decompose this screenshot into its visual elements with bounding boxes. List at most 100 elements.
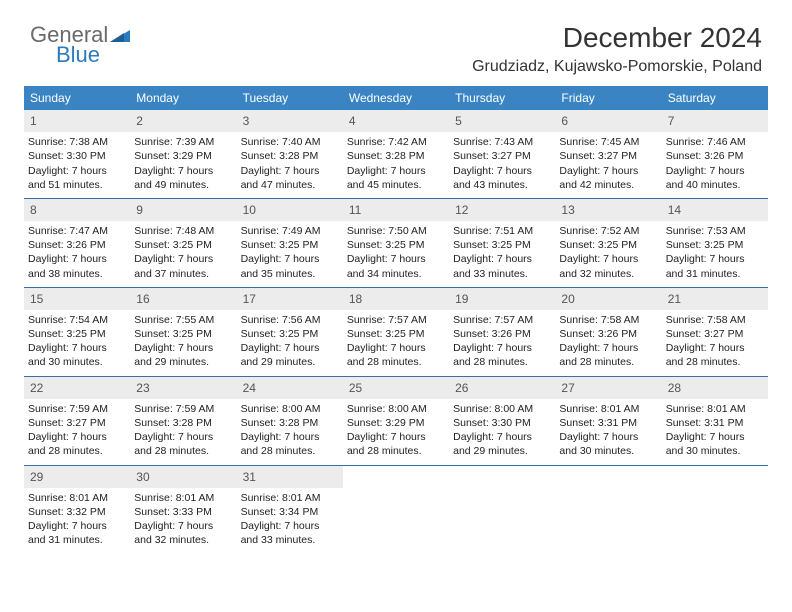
sunrise-text: Sunrise: 7:52 AM [559,224,657,238]
day-body [662,488,768,497]
calendar-week-row: 22Sunrise: 7:59 AMSunset: 3:27 PMDayligh… [24,376,768,465]
calendar-day-cell [343,466,449,554]
sunrise-text: Sunrise: 8:01 AM [134,491,232,505]
day-header: Sunday [24,86,130,110]
day-number: 14 [662,199,768,221]
calendar-day-cell: 9Sunrise: 7:48 AMSunset: 3:25 PMDaylight… [130,199,236,287]
calendar-day-cell: 18Sunrise: 7:57 AMSunset: 3:25 PMDayligh… [343,288,449,376]
day-body: Sunrise: 7:56 AMSunset: 3:25 PMDaylight:… [237,310,343,376]
sunset-text: Sunset: 3:27 PM [28,416,126,430]
day-body: Sunrise: 7:38 AMSunset: 3:30 PMDaylight:… [24,132,130,198]
day-header: Wednesday [343,86,449,110]
sunset-text: Sunset: 3:31 PM [666,416,764,430]
day-number: 19 [449,288,555,310]
calendar-day-cell: 3Sunrise: 7:40 AMSunset: 3:28 PMDaylight… [237,110,343,198]
day-header: Tuesday [237,86,343,110]
daylight-text: Daylight: 7 hours and 49 minutes. [134,164,232,192]
sunrise-text: Sunrise: 7:45 AM [559,135,657,149]
day-body: Sunrise: 8:00 AMSunset: 3:30 PMDaylight:… [449,399,555,465]
day-body: Sunrise: 8:01 AMSunset: 3:31 PMDaylight:… [555,399,661,465]
sunrise-text: Sunrise: 7:49 AM [241,224,339,238]
logo-arrow-icon [110,28,130,42]
calendar-week-row: 1Sunrise: 7:38 AMSunset: 3:30 PMDaylight… [24,110,768,198]
daylight-text: Daylight: 7 hours and 31 minutes. [666,252,764,280]
daylight-text: Daylight: 7 hours and 33 minutes. [453,252,551,280]
day-number: 20 [555,288,661,310]
daylight-text: Daylight: 7 hours and 33 minutes. [241,519,339,547]
daylight-text: Daylight: 7 hours and 42 minutes. [559,164,657,192]
daylight-text: Daylight: 7 hours and 28 minutes. [241,430,339,458]
day-number [449,466,555,488]
day-number: 7 [662,110,768,132]
day-number: 25 [343,377,449,399]
day-number: 6 [555,110,661,132]
sunrise-text: Sunrise: 8:00 AM [347,402,445,416]
sunrise-text: Sunrise: 8:00 AM [453,402,551,416]
calendar-day-cell: 24Sunrise: 8:00 AMSunset: 3:28 PMDayligh… [237,377,343,465]
page-subtitle: Grudziadz, Kujawsko-Pomorskie, Poland [472,58,762,76]
day-body: Sunrise: 8:00 AMSunset: 3:29 PMDaylight:… [343,399,449,465]
calendar-day-cell: 13Sunrise: 7:52 AMSunset: 3:25 PMDayligh… [555,199,661,287]
daylight-text: Daylight: 7 hours and 34 minutes. [347,252,445,280]
calendar-day-cell: 21Sunrise: 7:58 AMSunset: 3:27 PMDayligh… [662,288,768,376]
sunrise-text: Sunrise: 8:01 AM [559,402,657,416]
day-number: 29 [24,466,130,488]
calendar-day-cell: 19Sunrise: 7:57 AMSunset: 3:26 PMDayligh… [449,288,555,376]
day-body: Sunrise: 7:46 AMSunset: 3:26 PMDaylight:… [662,132,768,198]
day-body: Sunrise: 7:57 AMSunset: 3:25 PMDaylight:… [343,310,449,376]
day-body: Sunrise: 7:42 AMSunset: 3:28 PMDaylight:… [343,132,449,198]
calendar-day-cell [555,466,661,554]
sunset-text: Sunset: 3:30 PM [453,416,551,430]
daylight-text: Daylight: 7 hours and 30 minutes. [666,430,764,458]
day-number: 27 [555,377,661,399]
sunset-text: Sunset: 3:25 PM [347,327,445,341]
daylight-text: Daylight: 7 hours and 29 minutes. [453,430,551,458]
calendar-day-cell: 28Sunrise: 8:01 AMSunset: 3:31 PMDayligh… [662,377,768,465]
sunset-text: Sunset: 3:25 PM [134,327,232,341]
sunset-text: Sunset: 3:25 PM [666,238,764,252]
daylight-text: Daylight: 7 hours and 28 minutes. [347,430,445,458]
calendar-day-cell [449,466,555,554]
calendar-day-cell: 10Sunrise: 7:49 AMSunset: 3:25 PMDayligh… [237,199,343,287]
sunrise-text: Sunrise: 7:42 AM [347,135,445,149]
sunrise-text: Sunrise: 7:54 AM [28,313,126,327]
calendar-day-cell: 15Sunrise: 7:54 AMSunset: 3:25 PMDayligh… [24,288,130,376]
day-number [555,466,661,488]
day-number: 12 [449,199,555,221]
day-body: Sunrise: 7:39 AMSunset: 3:29 PMDaylight:… [130,132,236,198]
day-number: 28 [662,377,768,399]
daylight-text: Daylight: 7 hours and 40 minutes. [666,164,764,192]
day-number: 3 [237,110,343,132]
calendar-day-cell: 17Sunrise: 7:56 AMSunset: 3:25 PMDayligh… [237,288,343,376]
day-body: Sunrise: 7:50 AMSunset: 3:25 PMDaylight:… [343,221,449,287]
sunrise-text: Sunrise: 7:59 AM [28,402,126,416]
daylight-text: Daylight: 7 hours and 28 minutes. [559,341,657,369]
brand-logo: General Blue [30,24,130,66]
day-body: Sunrise: 7:59 AMSunset: 3:27 PMDaylight:… [24,399,130,465]
calendar-week-row: 8Sunrise: 7:47 AMSunset: 3:26 PMDaylight… [24,198,768,287]
daylight-text: Daylight: 7 hours and 32 minutes. [134,519,232,547]
sunrise-text: Sunrise: 7:57 AM [453,313,551,327]
day-body: Sunrise: 7:57 AMSunset: 3:26 PMDaylight:… [449,310,555,376]
sunset-text: Sunset: 3:27 PM [666,327,764,341]
calendar-day-cell: 30 Sunrise: 8:01 AMSunset: 3:33 PMDayligh… [130,466,236,554]
sunset-text: Sunset: 3:26 PM [559,327,657,341]
sunset-text: Sunset: 3:29 PM [134,149,232,163]
sunset-text: Sunset: 3:26 PM [666,149,764,163]
daylight-text: Daylight: 7 hours and 30 minutes. [559,430,657,458]
sunset-text: Sunset: 3:26 PM [453,327,551,341]
day-number: 21 [662,288,768,310]
sunset-text: Sunset: 3:25 PM [559,238,657,252]
calendar-week-row: 15Sunrise: 7:54 AMSunset: 3:25 PMDayligh… [24,287,768,376]
day-header: Saturday [662,86,768,110]
page-title: December 2024 [563,22,762,54]
day-number: 2 [130,110,236,132]
sunset-text: Sunset: 3:28 PM [241,149,339,163]
day-body: Sunrise: 8:00 AMSunset: 3:28 PMDaylight:… [237,399,343,465]
day-number: 30 [130,466,236,488]
sunrise-text: Sunrise: 7:59 AM [134,402,232,416]
calendar-day-cell: 20Sunrise: 7:58 AMSunset: 3:26 PMDayligh… [555,288,661,376]
sunset-text: Sunset: 3:33 PM [134,505,232,519]
day-header: Thursday [449,86,555,110]
calendar-day-cell: 23Sunrise: 7:59 AMSunset: 3:28 PMDayligh… [130,377,236,465]
